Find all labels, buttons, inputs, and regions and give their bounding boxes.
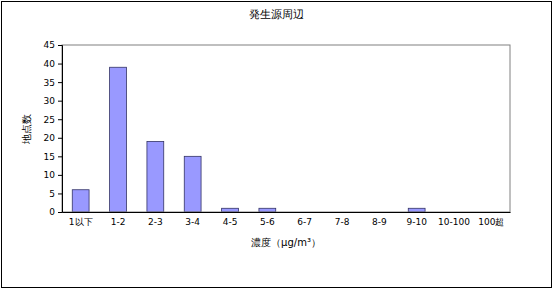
y-tick-label: 0 (49, 207, 55, 217)
x-axis-line (63, 212, 511, 213)
x-tick-label: 6-7 (297, 217, 312, 227)
y-tick-label: 45 (44, 40, 55, 50)
bar (259, 208, 276, 212)
chart-border (2, 2, 552, 288)
y-tick-mark (58, 101, 62, 102)
y-tick-mark (58, 212, 62, 213)
y-tick-label: 10 (44, 170, 56, 180)
x-tick: 5-6 (260, 217, 275, 227)
y-axis-title: 地点数 (21, 114, 32, 145)
x-tick: 100超 (478, 217, 504, 227)
y-tick: 10 (44, 170, 62, 180)
y-tick-mark (58, 193, 62, 194)
x-tick: 6-7 (297, 217, 312, 227)
x-tick-label: 1以下 (69, 217, 93, 227)
x-tick-label: 5-6 (260, 217, 275, 227)
y-tick: 40 (44, 59, 62, 69)
bars (72, 67, 425, 212)
y-tick-label: 25 (44, 115, 55, 125)
y-tick-label: 5 (49, 189, 55, 199)
x-tick: 1以下 (69, 217, 93, 227)
x-tick: 8-9 (372, 217, 387, 227)
x-tick-label: 8-9 (372, 217, 387, 227)
y-tick-mark (58, 119, 62, 120)
x-tick-label: 3-4 (185, 217, 200, 227)
x-tick-label: 9-10 (406, 217, 427, 227)
x-tick: 3-4 (185, 217, 200, 227)
y-tick: 45 (44, 40, 62, 50)
x-tick-label: 1-2 (111, 217, 126, 227)
y-tick: 35 (44, 77, 62, 87)
y-tick: 5 (49, 189, 62, 199)
bar (147, 141, 164, 212)
bar (72, 190, 89, 212)
y-tick-label: 40 (44, 59, 56, 69)
y-tick-mark (58, 138, 62, 139)
y-tick: 15 (44, 152, 62, 162)
x-tick: 9-10 (406, 217, 427, 227)
plot-frame (62, 45, 510, 212)
x-tick: 7-8 (335, 217, 350, 227)
y-tick: 20 (44, 133, 62, 143)
y-tick: 0 (49, 207, 62, 217)
chart: 0 5 10 15 20 25 30 35 40 45 1以下 1-2 2-3 3-4 4-5 5-6 6-7 7… (0, 0, 553, 289)
y-tick: 25 (44, 115, 62, 125)
y-tick-mark (58, 45, 62, 46)
bar (184, 156, 201, 212)
y-tick: 30 (44, 96, 62, 106)
x-tick-label: 7-8 (335, 217, 350, 227)
y-tick-label: 35 (44, 77, 55, 87)
x-tick: 10-100 (438, 217, 470, 227)
y-tick-mark (58, 64, 62, 65)
x-axis: 1以下 1-2 2-3 3-4 4-5 5-6 6-7 7-8 8-9 9-10 10-100 100… (63, 213, 511, 227)
bar (110, 67, 127, 212)
plot: 0 5 10 15 20 25 30 35 40 45 1以下 1-2 2-3 3-4 4-5 5-6 6-7 7… (44, 40, 511, 227)
y-axis: 0 5 10 15 20 25 30 35 40 45 (44, 40, 63, 217)
y-tick-label: 30 (44, 96, 56, 106)
y-tick-label: 15 (44, 152, 55, 162)
x-tick-label: 2-3 (148, 217, 163, 227)
x-tick: 4-5 (223, 217, 238, 227)
y-tick-mark (58, 82, 62, 83)
y-axis-line (58, 46, 63, 213)
bar (408, 208, 425, 212)
bar (222, 208, 239, 212)
x-tick-label: 10-100 (438, 217, 470, 227)
x-tick-label: 100超 (478, 217, 504, 227)
x-axis-title: 濃度（μg/m³） (251, 237, 321, 248)
y-tick-mark (58, 175, 62, 176)
x-tick: 2-3 (148, 217, 163, 227)
y-tick-label: 20 (44, 133, 56, 143)
x-tick-label: 4-5 (223, 217, 238, 227)
title: 発生源周辺 (249, 8, 304, 21)
y-tick-mark (58, 156, 62, 157)
x-tick: 1-2 (111, 217, 126, 227)
